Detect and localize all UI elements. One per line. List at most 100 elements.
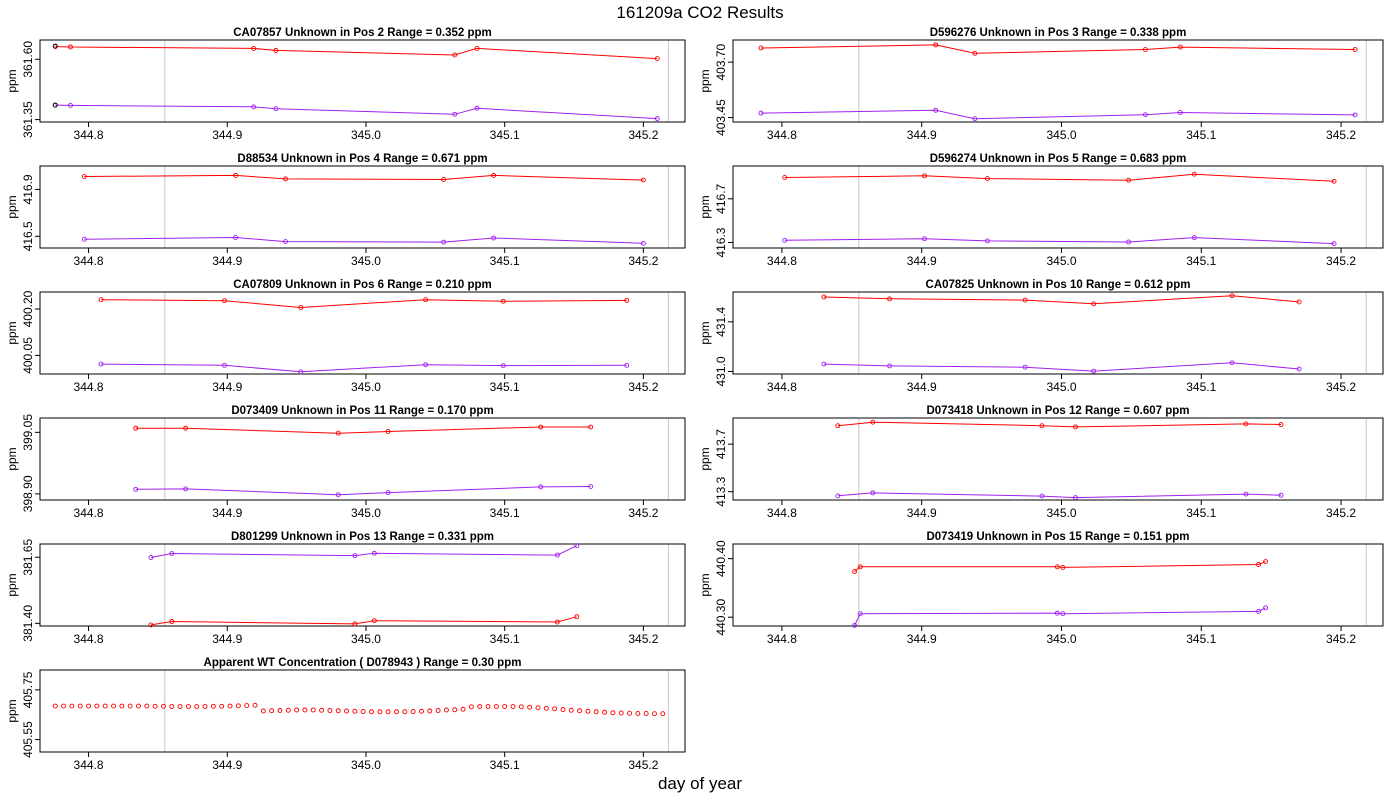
data-point-red <box>133 425 139 431</box>
data-point-red <box>68 44 73 50</box>
panel-title: D88534 Unknown in Pos 4 Range = 0.671 pp… <box>237 153 487 165</box>
x-tick-label: 344.8 <box>767 128 797 142</box>
data-point <box>377 709 383 715</box>
y-axis-label: ppm <box>5 447 19 470</box>
data-point-purple <box>1278 492 1284 498</box>
main-title: 161209a CO2 Results <box>616 3 784 22</box>
data-point-purple <box>758 110 764 116</box>
data-point <box>652 711 657 717</box>
panel-title: D801299 Unknown in Pos 13 Range = 0.331 … <box>231 531 494 543</box>
panel-title: D073409 Unknown in Pos 11 Range = 0.170 … <box>231 405 493 417</box>
data-point-red <box>423 297 429 303</box>
data-point-purple <box>887 363 893 369</box>
y-axis-label: ppm <box>698 573 712 596</box>
panel-10: D073419 Unknown in Pos 15 Range = 0.151 … <box>698 531 1384 646</box>
x-tick-label: 344.9 <box>212 254 242 268</box>
plot-frame <box>39 417 686 501</box>
data-point <box>427 708 433 714</box>
data-point <box>435 708 441 713</box>
x-axis-label: day of year <box>657 774 743 793</box>
x-tick-label: 344.8 <box>767 632 797 646</box>
data-point-purple <box>371 550 377 556</box>
x-tick-label: 344.9 <box>212 380 242 394</box>
data-point <box>185 704 191 709</box>
x-tick-label: 344.8 <box>767 506 797 520</box>
data-point-red <box>588 424 594 430</box>
y-tick-label: 416.5 <box>21 221 35 251</box>
plot-frame <box>732 417 1384 501</box>
x-tick-label: 345.1 <box>490 506 520 520</box>
series-line-purple <box>823 362 1300 372</box>
data-point-red <box>554 619 560 625</box>
series-line-red <box>135 426 591 434</box>
data-point <box>460 706 466 712</box>
data-point-red <box>538 424 544 430</box>
data-point-purple <box>922 236 927 242</box>
data-point-purple <box>148 555 154 560</box>
data-point-purple <box>283 239 288 245</box>
data-point-red <box>385 429 391 434</box>
x-tick-label: 345.0 <box>1046 506 1076 520</box>
data-point <box>643 711 649 716</box>
data-point-purple <box>133 486 139 492</box>
x-tick-label: 345.2 <box>628 632 658 646</box>
data-point-red <box>1243 421 1249 427</box>
data-point-purple <box>298 369 304 375</box>
data-point-purple <box>441 239 447 245</box>
data-point-reference <box>52 43 58 49</box>
x-tick-label: 345.2 <box>628 758 658 772</box>
data-point-purple <box>452 111 458 117</box>
data-point-purple <box>624 362 630 368</box>
data-point <box>468 704 474 710</box>
data-point-reference <box>52 102 58 108</box>
data-point-purple <box>423 362 429 368</box>
data-point-purple <box>1177 110 1183 115</box>
data-point-red <box>1039 423 1045 429</box>
data-point-purple <box>1191 235 1197 241</box>
data-point-red <box>452 52 458 58</box>
x-tick-label: 345.0 <box>1046 380 1076 394</box>
x-tick-label: 344.9 <box>907 254 937 268</box>
x-tick-label: 345.0 <box>351 758 381 772</box>
data-point <box>244 703 250 708</box>
data-point-red <box>1352 47 1358 52</box>
panel-4: D596274 Unknown in Pos 5 Range = 0.683 p… <box>698 153 1384 268</box>
data-point-purple <box>273 106 279 112</box>
data-point <box>94 703 100 709</box>
data-point-red <box>1054 564 1060 570</box>
x-tick-label: 344.9 <box>907 128 937 142</box>
data-point-red <box>335 430 341 436</box>
panel-9: D801299 Unknown in Pos 13 Range = 0.331 … <box>5 531 686 646</box>
x-tick-label: 345.1 <box>1186 380 1216 394</box>
x-tick-label: 344.9 <box>212 758 242 772</box>
data-point-red <box>852 569 858 574</box>
x-tick-label: 345.0 <box>1046 632 1076 646</box>
y-axis-label: ppm <box>5 321 19 344</box>
series-line-red <box>837 421 1282 428</box>
plot-frame <box>39 669 686 753</box>
x-tick-label: 344.8 <box>767 254 797 268</box>
data-point-purple <box>491 235 497 241</box>
panel-8: D073418 Unknown in Pos 12 Range = 0.607 … <box>698 405 1384 520</box>
series-line-red <box>784 173 1335 182</box>
data-point <box>369 709 374 715</box>
panel-1: CA07857 Unknown in Pos 2 Range = 0.352 p… <box>5 27 686 142</box>
x-tick-label: 344.8 <box>74 632 104 646</box>
data-point <box>410 709 416 714</box>
y-tick-label: 440.40 <box>714 540 728 577</box>
data-point-purple <box>1039 493 1045 499</box>
series-line-red <box>854 561 1266 572</box>
data-point <box>485 704 491 709</box>
data-point <box>618 710 624 716</box>
series-line-purple <box>760 109 1356 120</box>
y-tick-label: 400.05 <box>21 337 35 374</box>
data-point <box>152 703 158 709</box>
data-point-red <box>1073 424 1078 430</box>
data-point-purple <box>500 363 506 369</box>
data-point <box>535 705 541 711</box>
data-point-purple <box>335 492 341 498</box>
series-line-purple <box>150 545 578 558</box>
series-line-purple <box>84 236 644 244</box>
data-point <box>144 703 150 709</box>
